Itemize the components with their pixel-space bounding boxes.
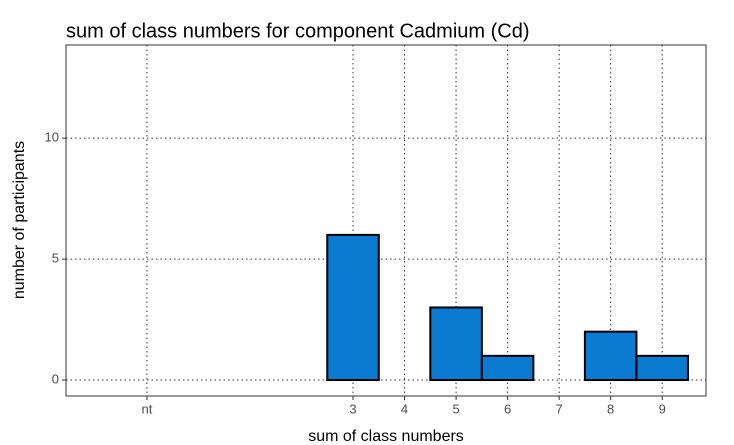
y-axis-label: number of participants: [11, 141, 28, 299]
y-tick-label: 5: [52, 251, 59, 266]
y-tick-label: 0: [52, 371, 59, 386]
x-tick-label: 5: [452, 401, 459, 416]
chart-title: sum of class numbers for component Cadmi…: [66, 20, 530, 42]
x-tick-label: 7: [556, 401, 563, 416]
y-tick-label: 10: [45, 130, 59, 145]
panel-border: [65, 44, 707, 397]
x-tick-label: 4: [401, 401, 408, 416]
x-tick-label: nt: [141, 401, 152, 416]
x-axis-label: sum of class numbers: [308, 428, 464, 445]
bar: [429, 306, 483, 382]
x-tick-label: 6: [504, 401, 511, 416]
x-tick-label: 9: [659, 401, 666, 416]
bar: [326, 233, 380, 382]
bar: [583, 330, 638, 382]
bar: [635, 354, 689, 382]
bar: [480, 354, 535, 382]
x-tick-label: 8: [607, 401, 614, 416]
x-tick-label: 3: [349, 401, 356, 416]
